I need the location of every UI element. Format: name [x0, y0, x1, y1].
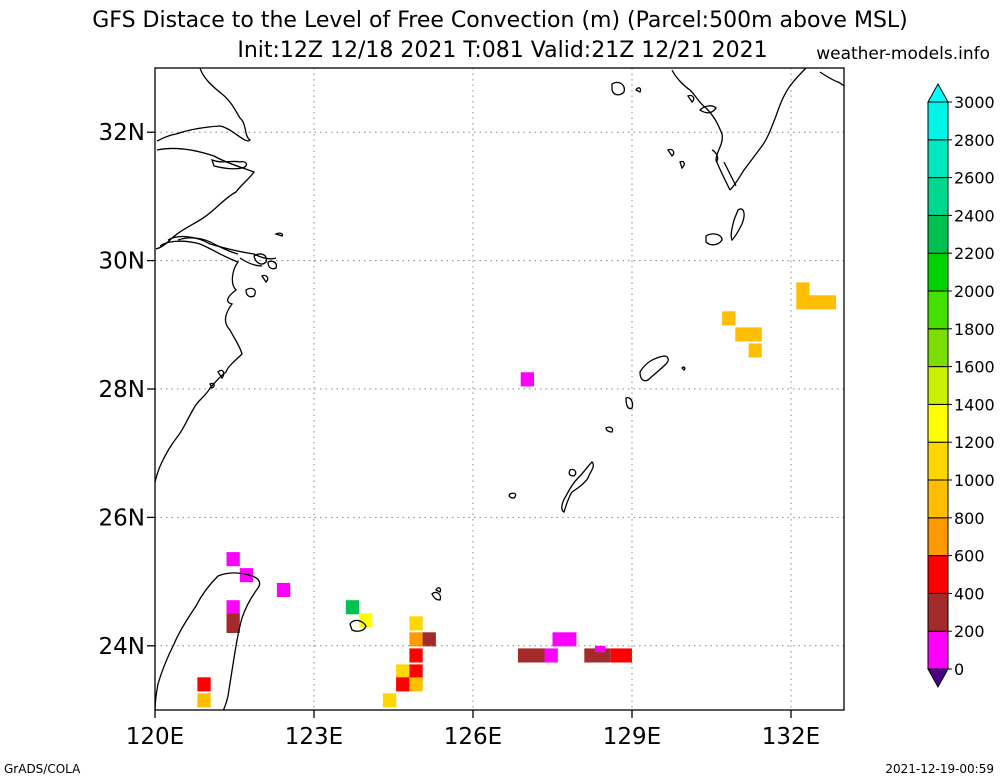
lfc-cell-21 [552, 632, 577, 647]
colorbar-box [927, 101, 949, 141]
colorbar-label: 200 [954, 622, 985, 641]
lon-tick-label: 123E [285, 724, 343, 750]
colorbar-label: 800 [954, 509, 985, 528]
lat-tick-label: 28N [99, 377, 145, 403]
lfc-cell-28 [796, 282, 810, 297]
colorbar-min-triangle [927, 668, 949, 689]
colorbar-label: 2200 [954, 244, 995, 263]
yakushima-island [705, 233, 723, 246]
lfc-cell-12 [396, 664, 410, 679]
lfc-cell-13 [409, 664, 423, 679]
lfc-cell-15 [409, 677, 423, 692]
lfc-cell-23 [594, 645, 606, 653]
colorbar-box [927, 139, 949, 179]
colorbar-label: 2800 [954, 131, 995, 150]
lon-tick-label: 120E [126, 724, 184, 750]
colorbar-box [927, 252, 949, 292]
colorbar-label: 1600 [954, 358, 995, 377]
lfc-cell-27 [748, 343, 762, 358]
lfc-cell-16 [382, 693, 397, 708]
colorbar-box [927, 290, 949, 330]
lfc-cell-19 [518, 648, 545, 663]
okinawa-island [561, 461, 594, 513]
colorbar-box [927, 479, 949, 519]
lat-tick-label: 26N [99, 505, 145, 531]
lat-tick-label: 32N [99, 120, 145, 146]
colorbar-box [927, 555, 949, 594]
colorbar: 0 200 400 600 800 1000 1200 1400 1600 1800 2000 220… [927, 82, 995, 689]
colorbar-label: 2000 [954, 282, 995, 301]
colorbar-max-triangle [927, 82, 949, 103]
footer-software: GrADS/COLA [4, 762, 81, 776]
axis-ticks: 120E 123E 126E 129E 132E 24N 26N 28N 30N 32N [99, 120, 821, 750]
lfc-cell-5 [226, 613, 240, 633]
colorbar-label: 1800 [954, 320, 995, 339]
map-background [155, 68, 844, 710]
colorbar-label: 1000 [954, 471, 995, 490]
colorbar-label: 3000 [954, 93, 995, 112]
lon-tick-label: 126E [444, 724, 502, 750]
china-coastline [155, 68, 277, 483]
colorbar-label: 600 [954, 547, 985, 566]
zhoushan-islands [209, 232, 284, 389]
lfc-cell-26 [735, 327, 762, 342]
kyushu-coastline [671, 68, 807, 191]
colorbar-box [927, 214, 949, 254]
colorbar-box [927, 328, 949, 368]
colorbar-box [927, 403, 949, 443]
amami-island [639, 355, 686, 382]
lon-tick-label: 129E [603, 724, 661, 750]
hangzhou-bay [177, 237, 263, 267]
coastlines [155, 68, 844, 710]
lfc-cell-10 [422, 632, 436, 647]
lat-tick-label: 24N [99, 634, 145, 660]
taiwan-coastline [155, 572, 261, 710]
yangtze-estuary [210, 158, 248, 170]
lon-tick-label: 132E [762, 724, 820, 750]
lfc-cell-7 [359, 613, 373, 628]
footer-timestamp: 2021-12-19-00:59 [885, 762, 994, 776]
colorbar-label: 1400 [954, 395, 995, 414]
lfc-cell-14 [396, 677, 410, 692]
lfc-cell-24 [610, 648, 632, 663]
lat-tick-label: 30N [99, 249, 145, 275]
colorbar-box [927, 592, 949, 632]
ryukyu-small-islands [349, 396, 634, 632]
site-credit[interactable]: weather-models.info [816, 44, 990, 64]
colorbar-box [927, 517, 949, 557]
colorbar-label: 400 [954, 584, 985, 603]
lfc-cell-20 [544, 648, 558, 663]
lfc-cell-3 [276, 582, 291, 597]
lfc-cell-6 [345, 600, 360, 615]
tanegashima-island [730, 208, 745, 242]
lfc-cell-9 [409, 632, 423, 647]
colorbar-label: 1200 [954, 433, 995, 452]
lfc-cell-2 [239, 568, 253, 583]
colorbar-label: 2600 [954, 169, 995, 188]
kyushu-bays [698, 105, 737, 187]
colorbar-box [927, 366, 949, 405]
kyushu-west-islands [611, 81, 695, 170]
lfc-cell-25 [722, 311, 736, 326]
map-subtitle: Init:12Z 12/18 2021 T:081 Valid:21Z 12/2… [237, 38, 768, 63]
lfc-cell-18 [197, 693, 211, 708]
lfc-cell-29 [796, 295, 837, 310]
lfc-cells [197, 282, 837, 708]
lfc-cell-1 [226, 552, 240, 567]
map-title: GFS Distace to the Level of Free Convect… [92, 8, 908, 33]
colorbar-box [927, 441, 949, 481]
colorbar-box [927, 630, 949, 670]
colorbar-box [927, 177, 949, 216]
lfc-cell-17 [197, 677, 211, 692]
colorbar-label: 2400 [954, 206, 995, 225]
lfc-cell-0 [520, 372, 534, 387]
lfc-cell-8 [409, 616, 423, 631]
lfc-cell-11 [409, 648, 423, 663]
lfc-cell-4 [226, 600, 240, 615]
colorbar-label: 0 [954, 660, 964, 679]
